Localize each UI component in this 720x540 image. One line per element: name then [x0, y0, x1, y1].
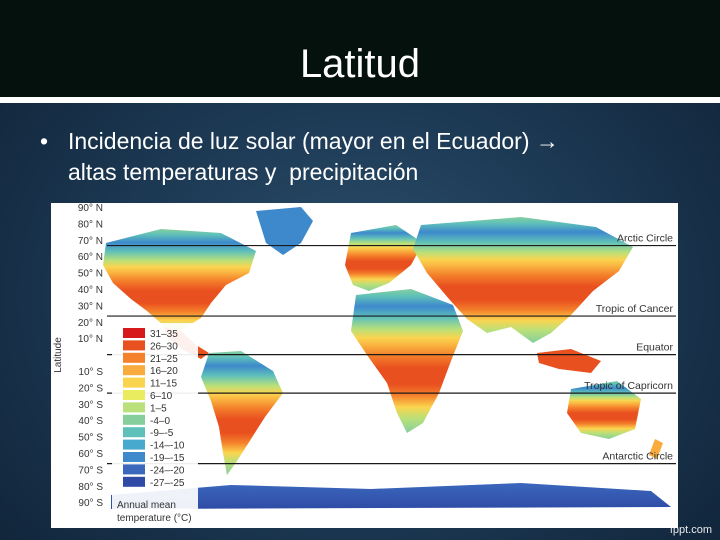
southeast-asia-islands-shape: [537, 349, 601, 373]
legend-label: 16–20: [150, 366, 178, 377]
reference-line-label: Tropic of Cancer: [596, 303, 674, 315]
legend-title-line-2: temperature (°C): [117, 513, 192, 524]
legend-swatch: [123, 402, 145, 413]
reference-line-label: Antarctic Circle: [602, 451, 673, 463]
legend-label: -4–0: [150, 416, 170, 427]
legend-label: -14–-10: [150, 441, 185, 452]
latitude-tick-label: 70° S: [78, 465, 103, 476]
legend-label: -24–-20: [150, 465, 185, 476]
bullet-dot-icon: •: [40, 128, 49, 154]
slide-title: Latitud: [299, 42, 421, 86]
title-divider: [0, 97, 720, 103]
legend-swatch: [123, 452, 145, 462]
latitude-tick-label: 50° N: [78, 269, 103, 280]
latitude-tick-label: 90° S: [78, 498, 103, 509]
legend-label: 26–30: [150, 341, 178, 352]
reference-line-label: Arctic Circle: [617, 233, 673, 245]
north-america-shape: [103, 229, 256, 341]
temperature-map: 90° N 80° N 70° N 60° N 50° N 40° N 30° N 20° N…: [51, 203, 678, 528]
footer-brand: fppt.com: [669, 524, 712, 536]
legend-swatch: [123, 439, 145, 450]
legend-swatch: [123, 365, 145, 376]
latitude-tick-label: 20° S: [78, 383, 103, 394]
antarctica-shape: [111, 483, 671, 509]
latitude-tick-label: 10° N: [78, 334, 103, 345]
bullet-line-1: Incidencia de luz solar (mayor en el Ecu…: [68, 128, 559, 154]
latitude-ticks: 90° N 80° N 70° N 60° N 50° N 40° N 30° N 20° N…: [78, 203, 103, 509]
reference-line-label: Equator: [636, 342, 673, 354]
legend-swatch: [123, 352, 145, 363]
legend-label: 6–10: [150, 391, 173, 402]
latitude-tick-label: 30° N: [78, 301, 103, 312]
new-zealand-shape: [649, 439, 663, 459]
australia-shape: [567, 381, 641, 439]
legend-label: -27–-25: [150, 478, 185, 489]
africa-shape: [351, 289, 463, 433]
legend-swatch: [123, 390, 145, 400]
latitude-tick-label: 70° N: [78, 236, 103, 247]
legend-label: 11–15: [150, 379, 178, 390]
latitude-tick-label: 60° S: [78, 449, 103, 460]
latitude-tick-label: 80° S: [78, 482, 103, 493]
europe-shape: [345, 225, 423, 291]
legend-swatch: [123, 414, 145, 425]
legend-label: 31–35: [150, 329, 178, 340]
legend-label: 21–25: [150, 354, 178, 365]
latitude-axis-label: Latitude: [53, 337, 64, 373]
legend-swatch: [123, 377, 145, 388]
reference-line-label: Tropic of Capricorn: [584, 380, 673, 392]
legend-label: -9–-5: [150, 428, 174, 439]
latitude-tick-label: 40° S: [78, 416, 103, 427]
bullet-item: Incidencia de luz solar (mayor en el Ecu…: [68, 126, 698, 188]
legend-title-line-1: Annual mean: [117, 500, 176, 511]
latitude-tick-label: 40° N: [78, 285, 103, 296]
legend-label: 1–5: [150, 403, 167, 414]
latitude-tick-label: 10° S: [78, 367, 103, 378]
latitude-tick-label: 60° N: [78, 252, 103, 263]
latitude-tick-label: 50° S: [78, 433, 103, 444]
latitude-tick-label: 20° N: [78, 318, 103, 329]
legend-swatch: [123, 427, 145, 438]
legend-label: -19–-15: [150, 453, 185, 464]
bullet-line-2: altas temperaturas y precipitación: [68, 159, 419, 185]
legend-swatch: [123, 476, 145, 487]
latitude-tick-label: 30° S: [78, 400, 103, 411]
title-bar: [0, 0, 720, 103]
greenland-shape: [256, 207, 313, 255]
asia-shape: [413, 217, 633, 343]
south-america-shape: [201, 351, 283, 475]
legend-swatch: [123, 328, 145, 338]
latitude-tick-label: 80° N: [78, 219, 103, 230]
reference-lines: Arctic Circle Tropic of Cancer Equator Trop…: [107, 233, 676, 465]
legend-swatch: [123, 464, 145, 475]
map-figure: 90° N 80° N 70° N 60° N 50° N 40° N 30° N 20° N…: [53, 203, 676, 525]
legend-swatch: [123, 340, 145, 351]
latitude-tick-label: 90° N: [78, 203, 103, 214]
